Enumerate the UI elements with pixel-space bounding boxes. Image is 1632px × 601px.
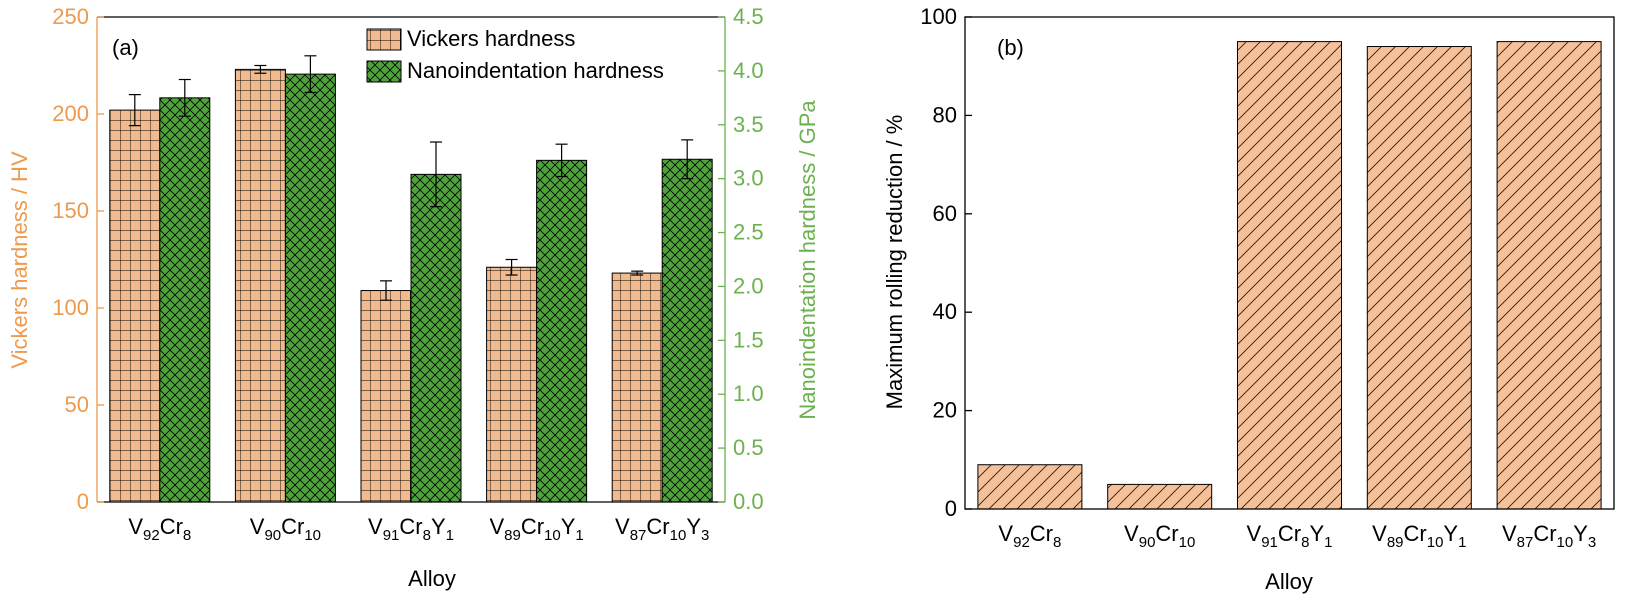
left-tick-label: 200	[52, 101, 89, 126]
right-tick-label: 2.5	[733, 220, 764, 245]
left-tick-label: 100	[52, 295, 89, 320]
panel-a-errorbars	[128, 55, 694, 301]
panel-b-frame	[964, 16, 1615, 510]
panel-b-x-axis-label: Alloy	[1265, 569, 1313, 594]
x-tick-label: V92Cr8	[128, 514, 191, 544]
right-tick-label: 1.0	[733, 381, 764, 406]
y-tick-label: 40	[933, 299, 957, 324]
right-tick-label: 0.5	[733, 435, 764, 460]
bar-rolling	[1496, 41, 1602, 510]
panel-a-legend: Vickers hardness Nanoindentation hardnes…	[366, 26, 664, 83]
panel-a-left-ticks: 0 50 100 150 200 250	[52, 4, 104, 514]
bar-nano	[284, 73, 336, 503]
y-tick-label: 20	[933, 398, 957, 423]
left-tick-label: 50	[65, 392, 89, 417]
y-tick-label: 100	[920, 4, 957, 29]
y-tick-label: 60	[933, 201, 957, 226]
right-tick-label: 1.5	[733, 327, 764, 352]
bar-rolling	[1107, 483, 1213, 510]
right-tick-label: 3.0	[733, 166, 764, 191]
right-tick-label: 4.5	[733, 4, 764, 29]
right-tick-label: 4.0	[733, 58, 764, 83]
left-tick-label: 150	[52, 198, 89, 223]
left-tick-label: 0	[77, 489, 89, 514]
panel-a: (a) 0 50 100 150 200 250 0.0 0.5 1.0 1.5 2.0 2.5 3.…	[7, 4, 820, 591]
bar-vickers	[360, 290, 412, 503]
bar-nano	[410, 173, 462, 503]
bar-vickers	[234, 68, 286, 503]
panel-a-bars	[109, 68, 713, 503]
right-tick-label: 2.0	[733, 273, 764, 298]
x-tick-label: V91Cr8Y1	[1247, 521, 1333, 551]
bar-nano	[661, 158, 713, 503]
bar-nano	[536, 159, 588, 503]
bar-rolling	[977, 464, 1083, 510]
x-tick-label: V90Cr10	[250, 514, 321, 544]
panel-b-y-ticks: 0 20 40 60 80 100	[920, 4, 972, 521]
panel-a-right-axis-label: Nanoindentation hardness / GPa	[795, 100, 820, 420]
y-tick-label: 0	[945, 496, 957, 521]
bar-nano	[159, 97, 211, 503]
panel-a-left-axis-label: Vickers hardness / HV	[7, 151, 32, 369]
panel-a-right-ticks: 0.0 0.5 1.0 1.5 2.0 2.5 3.0 3.5 4.0 4.5	[718, 4, 764, 514]
left-tick-label: 250	[52, 4, 89, 29]
y-tick-label: 80	[933, 102, 957, 127]
panel-b-y-axis-label: Maximum rolling reduction / %	[882, 115, 907, 410]
x-tick-label: V92Cr8	[998, 521, 1061, 551]
x-tick-label: V89Cr10Y1	[1372, 521, 1466, 551]
bar-vickers	[109, 109, 161, 503]
panel-b-bars	[977, 41, 1602, 510]
panel-b-x-ticks: V92Cr8 V90Cr10 V91Cr8Y1 V89Cr10Y1 V87Cr10Y3	[998, 521, 1596, 551]
panel-a-x-ticks: V92Cr8 V90Cr10 V91Cr8Y1 V89Cr10Y1 V87Cr10Y3	[128, 514, 709, 544]
x-tick-label: V87Cr10Y3	[615, 514, 709, 544]
panel-a-x-axis-label: Alloy	[408, 566, 456, 591]
x-tick-label: V89Cr10Y1	[489, 514, 583, 544]
legend-label-nano: Nanoindentation hardness	[407, 58, 664, 83]
legend-swatch-vickers	[366, 28, 402, 51]
x-tick-label: V87Cr10Y3	[1502, 521, 1596, 551]
bar-rolling	[1237, 41, 1342, 510]
bar-vickers	[486, 266, 538, 503]
x-tick-label: V91Cr8Y1	[368, 514, 454, 544]
right-tick-label: 3.5	[733, 112, 764, 137]
panel-b-label: (b)	[997, 35, 1024, 60]
x-tick-label: V90Cr10	[1124, 521, 1195, 551]
right-tick-label: 0.0	[733, 489, 764, 514]
legend-swatch-nano	[366, 60, 402, 83]
panel-a-label: (a)	[112, 35, 139, 60]
legend-label-vickers: Vickers hardness	[407, 26, 575, 51]
bar-rolling	[1366, 46, 1472, 510]
bar-vickers	[611, 272, 663, 503]
panel-b: (b) 0 20 40 60 80 100 V92Cr8 V90Cr10 V91Cr8Y1 V8…	[882, 4, 1615, 594]
